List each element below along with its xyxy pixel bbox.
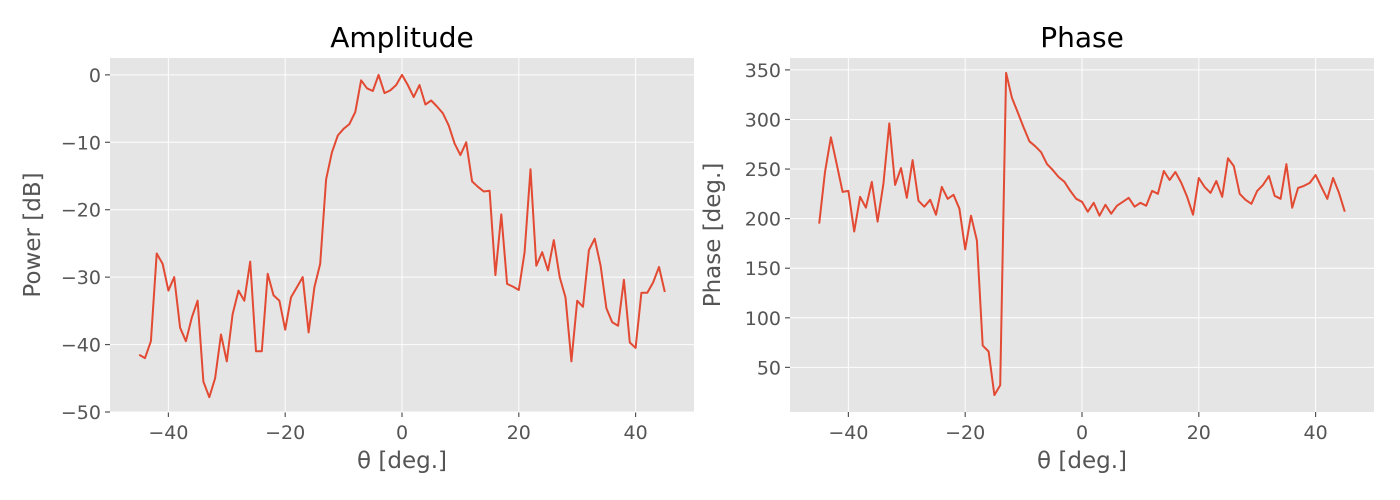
data-series-line [818, 71, 1346, 397]
x-axis-label: θ [deg.] [357, 448, 447, 474]
phase-chart: −40 −20 0 20 40 50 100 150 200 250 300 350 Phase θ [d… [700, 21, 1374, 474]
y-tick-label: −50 [61, 402, 101, 424]
x-tick-label: 40 [1304, 422, 1328, 444]
x-tick-label: 20 [1187, 422, 1211, 444]
y-tick-label: 250 [745, 159, 781, 181]
y-tick-label: −10 [61, 132, 101, 154]
y-tick-label: −20 [61, 200, 101, 222]
y-tick-label: 100 [745, 308, 781, 330]
amplitude-chart: −40 −20 0 20 40 0 −10 −20 −30 −40 −50 Amplitude θ [d… [20, 21, 694, 474]
x-tick-label: −20 [945, 422, 985, 444]
y-tick-label: 150 [745, 258, 781, 280]
x-axis-label: θ [deg.] [1037, 448, 1127, 474]
x-tick-label: −40 [148, 422, 188, 444]
x-tick-label: −40 [828, 422, 868, 444]
x-tick-label: 0 [1076, 422, 1088, 444]
y-tick-label: 300 [745, 109, 781, 131]
y-tick-label: 50 [757, 357, 781, 379]
y-tick-label: 200 [745, 209, 781, 231]
x-tick-label: 40 [624, 422, 648, 444]
y-tick-label: 350 [745, 60, 781, 82]
chart-title: Phase [1040, 21, 1124, 54]
x-tick-label: 0 [396, 422, 408, 444]
x-tick-label: 20 [507, 422, 531, 444]
chart-title: Amplitude [330, 21, 474, 54]
y-axis-label: Phase [deg.] [700, 163, 726, 308]
x-tick-label: −20 [265, 422, 305, 444]
y-axis-label: Power [dB] [20, 172, 46, 297]
y-tick-label: 0 [89, 65, 101, 87]
data-series-line [138, 73, 666, 399]
y-tick-label: −40 [61, 335, 101, 357]
y-tick-label: −30 [61, 267, 101, 289]
